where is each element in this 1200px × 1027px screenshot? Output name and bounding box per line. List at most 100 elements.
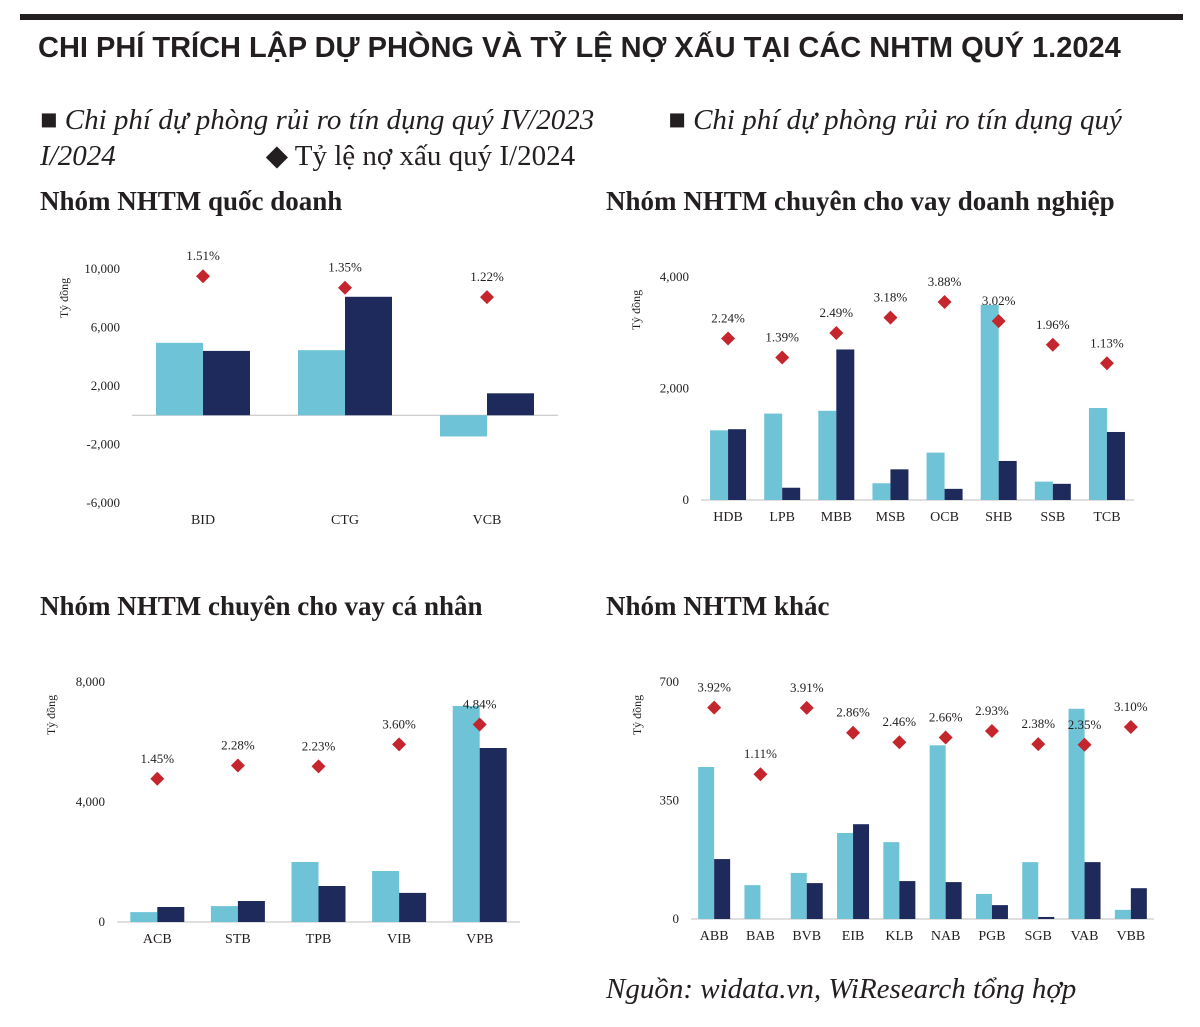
chart-title: Nhóm NHTM quốc doanh bbox=[40, 186, 342, 216]
bar bbox=[744, 885, 761, 919]
x-tick-label: BID bbox=[191, 513, 215, 528]
data-label: 3.91% bbox=[790, 680, 824, 695]
bar bbox=[944, 488, 963, 500]
npl-marker bbox=[707, 700, 722, 715]
npl-marker bbox=[1099, 356, 1114, 371]
bar bbox=[975, 893, 992, 919]
data-label: 2.49% bbox=[820, 305, 854, 320]
bar bbox=[728, 429, 747, 500]
chart-title: Nhóm NHTM chuyên cho vay doanh nghiệp bbox=[606, 186, 1115, 216]
x-tick-label: PGB bbox=[978, 929, 1005, 944]
npl-marker bbox=[991, 314, 1006, 329]
y-axis-label: Tỷ đồng bbox=[629, 290, 643, 330]
bar bbox=[1038, 916, 1055, 919]
npl-marker bbox=[480, 290, 494, 305]
data-label: 1.35% bbox=[328, 260, 362, 275]
data-label: 3.92% bbox=[697, 680, 731, 695]
data-label: 3.02% bbox=[982, 293, 1016, 308]
npl-marker bbox=[196, 269, 210, 284]
x-tick-label: BAB bbox=[746, 929, 775, 944]
source-note: Nguồn: widata.vn, WiResearch tổng hợp bbox=[606, 973, 1077, 1005]
y-tick-label: -2,000 bbox=[86, 437, 120, 452]
bar bbox=[298, 350, 345, 416]
npl-marker bbox=[1031, 737, 1046, 752]
x-tick-label: VBB bbox=[1116, 929, 1145, 944]
bar bbox=[764, 413, 783, 500]
bar bbox=[1022, 862, 1039, 919]
bar bbox=[806, 883, 823, 919]
bar bbox=[345, 296, 392, 416]
bar bbox=[156, 342, 203, 416]
bar bbox=[883, 842, 900, 919]
npl-marker bbox=[150, 771, 165, 786]
npl-marker bbox=[775, 350, 790, 365]
data-label: 1.11% bbox=[744, 746, 777, 761]
data-label: 3.10% bbox=[1114, 699, 1148, 714]
chart-title: Nhóm NHTM chuyên cho vay cá nhân bbox=[40, 591, 483, 621]
data-label: 2.66% bbox=[929, 709, 963, 724]
bar bbox=[1106, 431, 1125, 500]
x-tick-label: SGB bbox=[1025, 929, 1052, 944]
x-tick-label: TCB bbox=[1093, 510, 1120, 525]
bar bbox=[157, 907, 185, 922]
bar bbox=[929, 745, 946, 919]
bar bbox=[872, 483, 891, 500]
chart-panel: Nhóm NHTM quốc doanh Tỷ đồng 10,000 6,000 2,… bbox=[40, 186, 558, 528]
data-label: 1.96% bbox=[1036, 317, 1070, 332]
npl-marker bbox=[1077, 737, 1092, 752]
x-tick-label: ACB bbox=[143, 932, 172, 947]
npl-marker bbox=[892, 735, 907, 750]
y-tick-label: 350 bbox=[660, 793, 680, 808]
bar bbox=[1088, 408, 1107, 500]
chart-title: Nhóm NHTM khác bbox=[606, 591, 830, 621]
npl-marker bbox=[938, 730, 953, 745]
legend-label: Chi phí dự phòng rủi ro tín dụng quý I/2… bbox=[40, 104, 1122, 172]
x-tick-label: VCB bbox=[473, 513, 502, 528]
bar bbox=[1084, 862, 1101, 919]
x-tick-label: LPB bbox=[769, 510, 795, 525]
bar bbox=[991, 905, 1008, 919]
data-label: 1.13% bbox=[1090, 335, 1124, 350]
x-tick-label: VPB bbox=[466, 932, 493, 947]
bar bbox=[998, 460, 1017, 500]
bar bbox=[440, 415, 487, 437]
bar bbox=[818, 410, 837, 500]
data-label: 1.39% bbox=[765, 330, 799, 345]
data-label: 3.88% bbox=[928, 274, 962, 289]
bar bbox=[210, 906, 238, 922]
npl-marker bbox=[472, 717, 487, 732]
bar bbox=[203, 350, 250, 416]
bar bbox=[1114, 909, 1131, 919]
data-label: 1.45% bbox=[141, 751, 175, 766]
y-tick-label: 8,000 bbox=[76, 674, 105, 689]
bar bbox=[890, 469, 909, 500]
x-tick-label: STB bbox=[225, 932, 251, 947]
x-tick-label: VAB bbox=[1071, 929, 1099, 944]
data-label: 2.23% bbox=[302, 738, 336, 753]
data-label: 2.86% bbox=[836, 705, 870, 720]
data-label: 3.60% bbox=[382, 716, 416, 731]
x-tick-label: CTG bbox=[331, 513, 359, 528]
y-tick-label: 4,000 bbox=[76, 794, 105, 809]
top-rule bbox=[20, 14, 1183, 20]
npl-marker bbox=[984, 724, 999, 739]
npl-marker bbox=[883, 310, 898, 325]
npl-marker bbox=[799, 700, 814, 715]
npl-marker bbox=[1123, 720, 1138, 735]
npl-marker bbox=[1045, 337, 1060, 352]
data-label: 4.84% bbox=[463, 697, 497, 712]
y-tick-label: 4,000 bbox=[660, 269, 689, 284]
bar bbox=[487, 393, 534, 416]
bar bbox=[479, 748, 507, 922]
data-label: 1.51% bbox=[186, 248, 220, 263]
npl-marker bbox=[937, 294, 952, 309]
bar bbox=[130, 912, 158, 922]
x-tick-label: BVB bbox=[792, 929, 821, 944]
chart-panel: Nhóm NHTM chuyên cho vay doanh nghiệp Tỷ … bbox=[606, 186, 1134, 525]
legend: ■ Chi phí dự phòng rủi ro tín dụng quý I… bbox=[40, 102, 1190, 174]
y-axis-label: Tỷ đồng bbox=[44, 695, 58, 735]
npl-marker bbox=[338, 280, 352, 295]
x-tick-label: HDB bbox=[713, 510, 743, 525]
bar bbox=[1130, 888, 1147, 919]
